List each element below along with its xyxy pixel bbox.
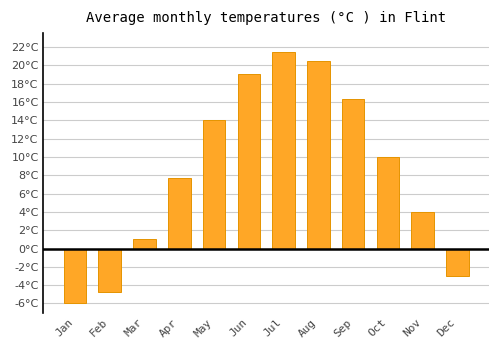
Bar (376, 157, 399, 248)
Bar (238, 75, 260, 248)
Bar (307, 61, 330, 248)
Bar (342, 99, 364, 248)
Title: Average monthly temperatures (°C ) in Flint: Average monthly temperatures (°C ) in Fl… (86, 11, 446, 25)
Bar (202, 120, 226, 248)
Bar (98, 248, 121, 292)
Bar (412, 212, 434, 248)
Bar (446, 248, 468, 276)
Bar (64, 248, 86, 303)
Bar (133, 239, 156, 248)
Bar (168, 178, 190, 248)
Bar (272, 51, 295, 248)
